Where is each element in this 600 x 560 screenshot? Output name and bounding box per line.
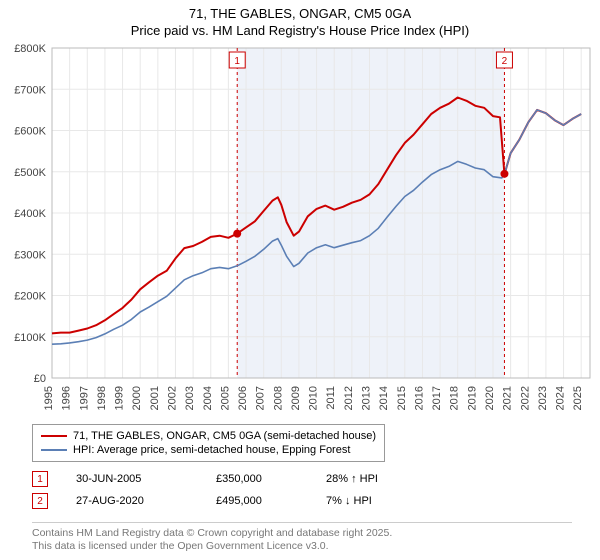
sale-price: £495,000 [216, 495, 326, 507]
svg-text:2003: 2003 [184, 386, 196, 410]
chart-title: 71, THE GABLES, ONGAR, CM5 0GA Price pai… [0, 0, 600, 40]
svg-text:2000: 2000 [131, 386, 143, 410]
svg-text:1: 1 [234, 56, 240, 67]
sale-delta: 28% ↑ HPI [326, 473, 378, 485]
svg-text:2014: 2014 [378, 386, 390, 410]
svg-text:£0: £0 [34, 373, 46, 385]
sale-date: 30-JUN-2005 [76, 473, 216, 485]
sale-price: £350,000 [216, 473, 326, 485]
svg-text:2007: 2007 [255, 386, 267, 410]
footer: Contains HM Land Registry data © Crown c… [32, 522, 572, 554]
svg-text:2025: 2025 [572, 386, 584, 410]
svg-text:2004: 2004 [202, 386, 214, 410]
svg-text:2011: 2011 [325, 386, 337, 410]
svg-text:£600K: £600K [14, 126, 46, 138]
svg-text:2017: 2017 [431, 386, 443, 410]
svg-text:2012: 2012 [343, 386, 355, 410]
legend-swatch-subject [41, 435, 67, 437]
svg-text:2023: 2023 [537, 386, 549, 410]
legend-swatch-hpi [41, 449, 67, 451]
svg-text:2001: 2001 [149, 386, 161, 410]
svg-text:2008: 2008 [272, 386, 284, 410]
svg-text:2024: 2024 [555, 386, 567, 410]
footer-line2: This data is licensed under the Open Gov… [32, 540, 572, 554]
legend-row-hpi: HPI: Average price, semi-detached house,… [41, 443, 376, 457]
chart-svg: £0 £100K £200K £300K £400K £500K £600K £700K £80… [0, 42, 600, 422]
svg-text:2021: 2021 [502, 386, 514, 410]
footer-line1: Contains HM Land Registry data © Crown c… [32, 527, 572, 541]
sale-marker-icon: 2 [32, 493, 48, 509]
sales-table: 1 30-JUN-2005£350,00028% ↑ HPI 2 27-AUG-202… [32, 468, 378, 512]
sale-date: 27-AUG-2020 [76, 495, 216, 507]
svg-text:2002: 2002 [166, 386, 178, 410]
title-subtitle: Price paid vs. HM Land Registry's House … [0, 23, 600, 40]
svg-text:2020: 2020 [484, 386, 496, 410]
svg-text:£100K: £100K [14, 332, 46, 344]
svg-text:2016: 2016 [413, 386, 425, 410]
sale-row: 1 30-JUN-2005£350,00028% ↑ HPI [32, 468, 378, 490]
svg-text:2006: 2006 [237, 386, 249, 410]
svg-text:£200K: £200K [14, 291, 46, 303]
svg-text:1998: 1998 [96, 386, 108, 410]
svg-text:1995: 1995 [43, 386, 55, 410]
title-address: 71, THE GABLES, ONGAR, CM5 0GA [0, 6, 600, 23]
svg-text:1999: 1999 [114, 386, 126, 410]
legend-row-subject: 71, THE GABLES, ONGAR, CM5 0GA (semi-det… [41, 429, 376, 443]
svg-text:£300K: £300K [14, 249, 46, 261]
svg-text:2009: 2009 [290, 386, 302, 410]
sale-row: 2 27-AUG-2020£495,0007% ↓ HPI [32, 490, 378, 512]
svg-text:1996: 1996 [61, 386, 73, 410]
legend-label-subject: 71, THE GABLES, ONGAR, CM5 0GA (semi-det… [73, 430, 376, 442]
chart-area: £0 £100K £200K £300K £400K £500K £600K £700K £80… [0, 42, 600, 422]
svg-text:£500K: £500K [14, 167, 46, 179]
legend-label-hpi: HPI: Average price, semi-detached house,… [73, 444, 350, 456]
legend: 71, THE GABLES, ONGAR, CM5 0GA (semi-det… [32, 424, 385, 462]
sale-marker-icon: 1 [32, 471, 48, 487]
svg-text:2019: 2019 [466, 386, 478, 410]
svg-text:£400K: £400K [14, 208, 46, 220]
svg-text:£700K: £700K [14, 84, 46, 96]
svg-text:£800K: £800K [14, 43, 46, 55]
svg-text:2018: 2018 [449, 386, 461, 410]
svg-text:2013: 2013 [361, 386, 373, 410]
svg-text:2010: 2010 [308, 386, 320, 410]
sale-delta: 7% ↓ HPI [326, 495, 372, 507]
svg-text:2: 2 [502, 56, 508, 67]
svg-text:1997: 1997 [78, 386, 90, 410]
svg-text:2015: 2015 [396, 386, 408, 410]
svg-text:2022: 2022 [519, 386, 531, 410]
svg-text:2005: 2005 [219, 386, 231, 410]
